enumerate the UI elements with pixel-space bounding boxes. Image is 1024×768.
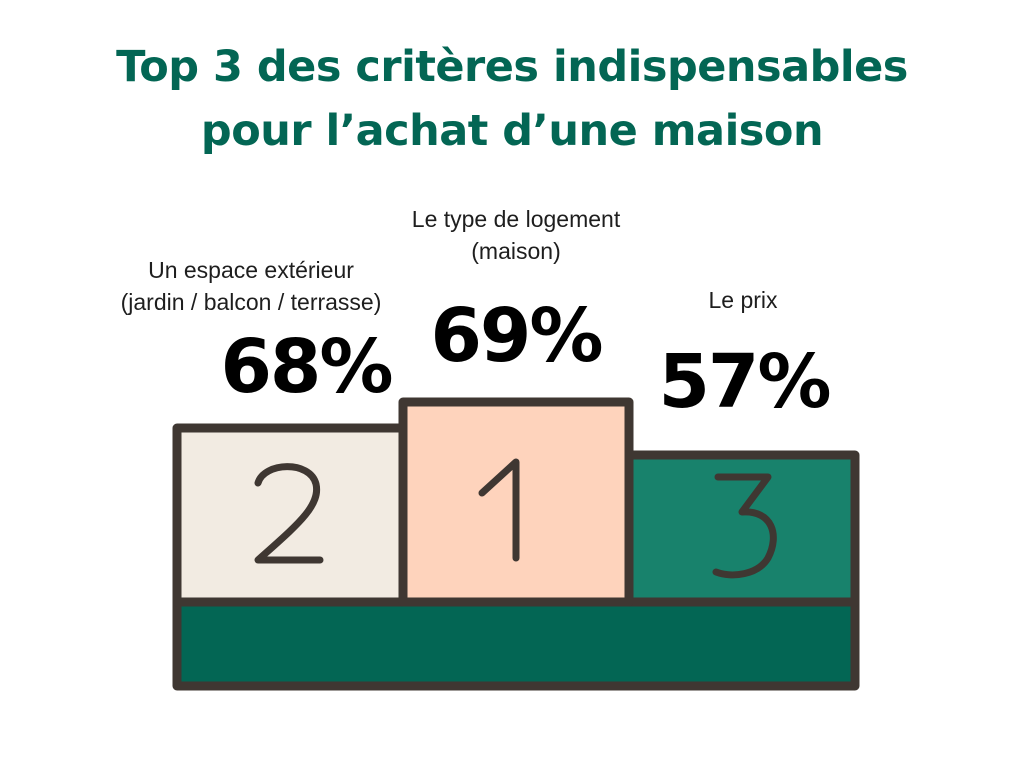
criterion-label-third-line-1: Le prix xyxy=(708,287,778,313)
page-title-line-2: pour l’achat d’une maison xyxy=(200,106,824,156)
page-title-line-1: Top 3 des critères indispensables xyxy=(116,42,908,92)
criterion-label-first-line-1: Le type de logement xyxy=(411,206,621,232)
rank-digit-one xyxy=(478,458,520,562)
rank-digit-three xyxy=(712,473,777,579)
criterion-label-second-line-1: Un espace extérieur xyxy=(148,257,354,283)
percentage-third: 57% xyxy=(658,339,831,425)
criterion-label-third: Le prix xyxy=(668,284,818,316)
criterion-label-second-line-2: (jardin / balcon / terrasse) xyxy=(120,289,382,315)
criterion-label-second: Un espace extérieur (jardin / balcon / t… xyxy=(96,254,406,318)
rank-digit-two xyxy=(254,463,324,564)
criterion-label-first: Le type de logement (maison) xyxy=(366,203,666,267)
percentage-second: 68% xyxy=(220,324,393,410)
percentage-first: 69% xyxy=(430,293,603,379)
podium-step-second xyxy=(172,423,408,607)
podium-base xyxy=(172,597,860,691)
criterion-label-first-line-2: (maison) xyxy=(471,238,561,264)
